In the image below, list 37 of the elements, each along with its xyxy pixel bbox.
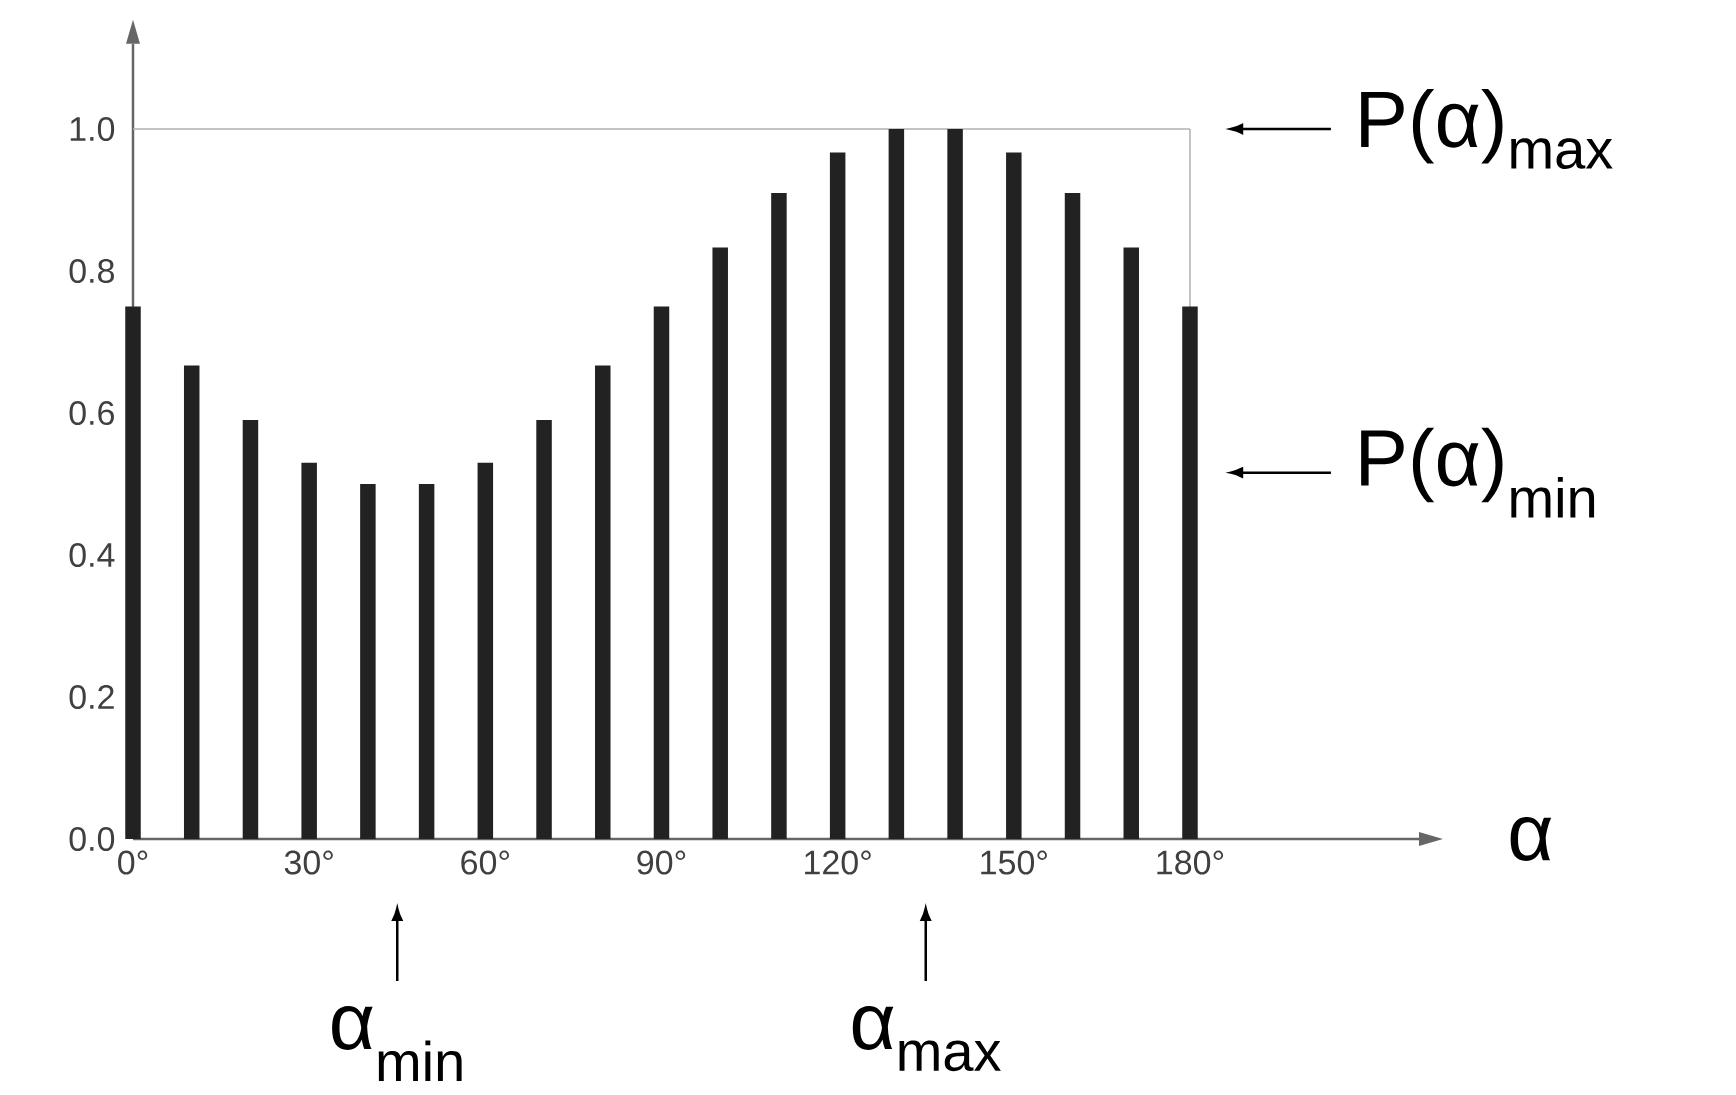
bar <box>125 306 141 839</box>
bar <box>888 128 905 839</box>
bar <box>653 306 670 839</box>
y-tick-label: 1.0 <box>70 116 115 142</box>
x-tick-label: 60° <box>461 850 509 875</box>
annotation: P(α)$_{max}$ <box>1361 88 1613 170</box>
x-axis-title: α <box>1510 817 1552 861</box>
x-tick-label: 30° <box>284 850 333 875</box>
bar <box>477 462 494 839</box>
bar <box>1064 192 1081 839</box>
y-tick-label: 0.4 <box>69 542 115 568</box>
x-tick-label: 180° <box>1157 850 1224 875</box>
text: α$_{min}$ <box>332 1006 462 1082</box>
bar <box>360 484 376 839</box>
bar <box>1182 306 1198 839</box>
x-tick-label: 0° <box>118 850 148 875</box>
y-tick-label: 0.6 <box>69 400 114 426</box>
bar <box>712 247 728 839</box>
y-tick-label: 0.2 <box>69 684 114 710</box>
bar <box>418 484 435 839</box>
bar <box>1006 152 1022 839</box>
annotation: P(α)$_{min}$ <box>1361 427 1595 518</box>
y-tick-label: 0.8 <box>69 258 114 284</box>
bar <box>595 365 611 839</box>
x-tick-label: 150° <box>981 850 1047 875</box>
y-tick-label: 0.0 <box>69 826 115 852</box>
bar <box>183 365 200 839</box>
bar <box>947 128 963 839</box>
bar <box>829 152 846 839</box>
text: α$_{max}$ <box>852 1006 1001 1072</box>
x-tick-label: 120° <box>805 850 871 875</box>
bar <box>242 420 259 839</box>
bar <box>301 462 317 839</box>
bar <box>536 420 552 839</box>
x-tick-label: 90° <box>637 850 686 875</box>
bar <box>1123 247 1139 839</box>
bar <box>771 192 787 839</box>
